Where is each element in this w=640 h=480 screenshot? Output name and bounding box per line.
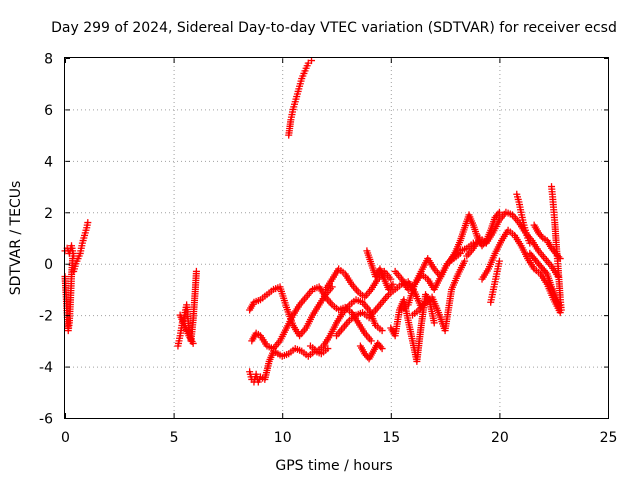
series-seg-d2	[248, 283, 375, 353]
series-seg-f1	[448, 208, 503, 263]
x-tick-label: 25	[600, 430, 618, 446]
x-tick-label: 0	[61, 430, 70, 446]
plot-frame	[64, 57, 609, 419]
series-seg-e3	[398, 239, 477, 314]
data-point	[430, 319, 438, 327]
grid-layer	[65, 58, 608, 418]
points-layer	[61, 57, 565, 386]
series-seg-e4	[409, 257, 469, 335]
series-seg-f2	[463, 208, 562, 281]
y-tick-label: 0	[44, 257, 53, 273]
y-axis-label: SDTVAR / TECUs	[8, 181, 24, 296]
data-point	[495, 208, 503, 216]
series-seg-a2	[61, 242, 78, 260]
series-seg-d4	[306, 296, 386, 355]
series-seg-f5	[513, 190, 534, 247]
x-tick-label: 5	[170, 430, 179, 446]
data-point	[389, 280, 397, 288]
y-tick-label: 2	[44, 206, 53, 222]
ticks-layer	[65, 58, 609, 419]
data-point	[324, 345, 332, 353]
x-tick-label: 15	[382, 430, 400, 446]
y-tick-label: 8	[44, 52, 53, 68]
data-point	[556, 255, 564, 263]
series-seg-f4	[487, 257, 503, 306]
y-tick-label: 6	[44, 103, 53, 119]
series-seg-d8	[363, 247, 397, 293]
y-tick-labels: -6 -4 -2 0 2 4 6 8	[39, 52, 53, 428]
x-axis-label: GPS time / hours	[275, 458, 392, 474]
data-point	[84, 219, 92, 227]
series-seg-c1	[285, 57, 316, 139]
series-seg-d7	[356, 339, 386, 363]
data-point	[378, 327, 386, 335]
data-point	[367, 337, 375, 345]
data-point	[461, 257, 469, 265]
y-tick-label: -2	[39, 309, 53, 325]
x-tick-label: 20	[491, 430, 509, 446]
data-point	[495, 257, 503, 265]
series-seg-d6	[333, 278, 425, 340]
chart-title: Day 299 of 2024, Sidereal Day-to-day VTE…	[51, 20, 617, 36]
x-tick-label: 10	[274, 430, 292, 446]
data-point	[308, 57, 316, 65]
y-tick-label: -4	[39, 360, 53, 376]
y-tick-label: -6	[39, 412, 53, 428]
data-point	[189, 339, 197, 347]
series-seg-a3	[70, 219, 92, 275]
data-point	[387, 275, 395, 283]
series-seg-f8	[530, 221, 564, 263]
series-seg-f7	[548, 183, 565, 314]
data-point	[557, 306, 565, 314]
data-point	[378, 345, 386, 353]
y-tick-label: 4	[44, 154, 53, 170]
x-tick-labels: 0 5 10 15 20 25	[61, 430, 617, 446]
data-point	[526, 239, 534, 247]
series-seg-b2	[176, 311, 197, 347]
data-point	[192, 267, 200, 275]
